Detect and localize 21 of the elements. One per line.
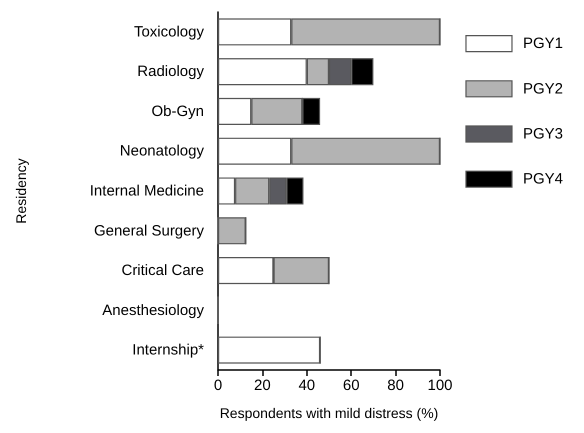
x-tick-label: 0 xyxy=(214,377,222,394)
y-tick-label: Radiology xyxy=(137,63,204,80)
x-axis-title: Respondents with mild distress (%) xyxy=(220,405,438,421)
y-tick-label: Critical Care xyxy=(121,262,204,280)
x-tick-label: 100 xyxy=(427,377,453,394)
y-tick-label: Internal Medicine xyxy=(90,182,204,200)
y-tick-label: General Surgery xyxy=(94,222,204,240)
y-tick-label: Anesthesiology xyxy=(102,302,204,319)
y-tick-label: Neonatology xyxy=(120,142,204,160)
x-tick-label: 40 xyxy=(298,377,316,394)
legend-label: PGY3 xyxy=(522,126,564,142)
legend-label: PGY4 xyxy=(522,170,564,188)
x-tick-label: 60 xyxy=(342,377,360,394)
y-tick-label: Internship* xyxy=(132,342,204,359)
y-axis-title: Residency xyxy=(13,158,29,224)
y-tick-label: Ob-Gyn xyxy=(151,102,204,120)
legend-label: PGY2 xyxy=(522,80,564,98)
legend-label: PGY1 xyxy=(522,35,564,52)
y-tick-label: Toxicology xyxy=(134,23,204,40)
x-tick-label: 20 xyxy=(254,377,271,394)
x-tick-label: 80 xyxy=(387,377,404,394)
